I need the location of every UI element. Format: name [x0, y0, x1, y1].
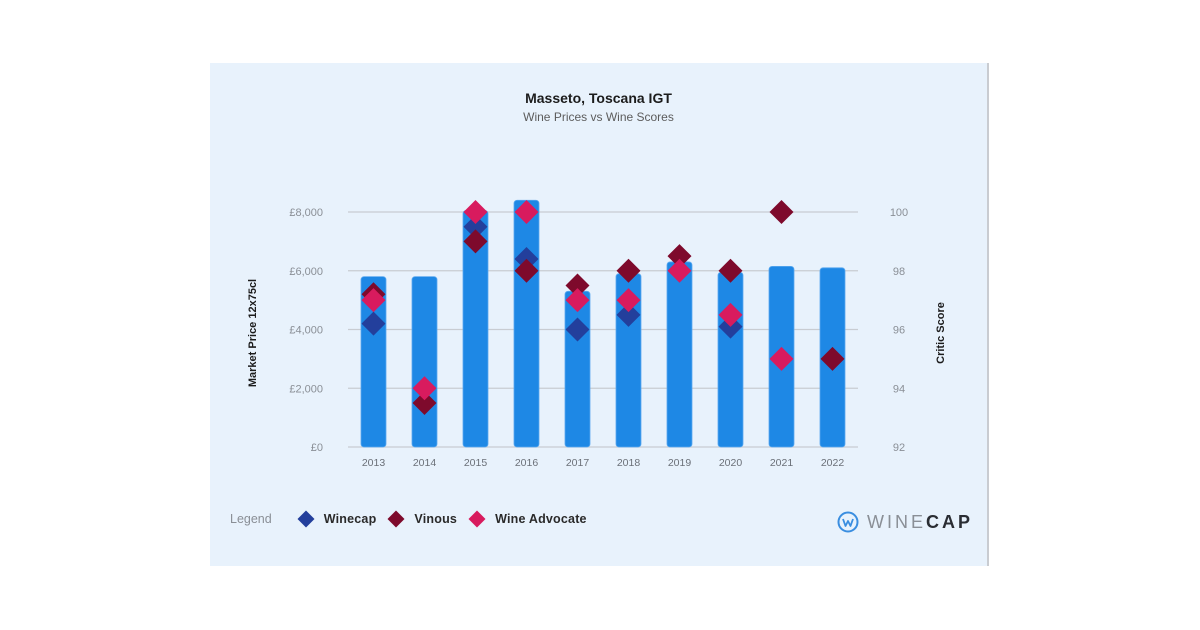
diamond-marker — [463, 214, 488, 239]
diamond-marker — [769, 200, 794, 224]
diamond-marker — [769, 346, 794, 371]
y2-tick-label: 96 — [893, 325, 905, 337]
right-axis-label: Critic Score — [935, 302, 947, 364]
legend: Legend Winecap Vinous Wine Advocate — [230, 509, 597, 529]
y-tick-label: £6,000 — [289, 266, 323, 278]
x-tick-label: 2020 — [719, 457, 743, 469]
x-tick-label: 2021 — [770, 457, 794, 469]
diamond-marker — [718, 302, 743, 327]
diamond-icon — [387, 510, 405, 528]
diamond-marker — [514, 258, 539, 283]
diamond-marker — [667, 244, 692, 269]
diamond-marker — [565, 273, 590, 298]
chart-subtitle: Wine Prices vs Wine Scores — [523, 110, 674, 124]
x-tick-label: 2017 — [566, 457, 590, 469]
x-tick-label: 2019 — [668, 457, 692, 469]
legend-item-vinous: Vinous — [386, 510, 458, 528]
diamond-marker — [820, 346, 845, 371]
price-bar — [666, 261, 693, 448]
diamond-marker — [616, 302, 641, 327]
score-markers — [361, 200, 845, 415]
y-tick-label: £2,000 — [289, 383, 323, 395]
y2-tick-label: 100 — [890, 207, 908, 219]
price-bar — [564, 290, 591, 448]
x-axis-ticks: 2013 2014 2015 2016 2017 2018 2019 2020 2021 2022 — [362, 457, 845, 469]
x-tick-label: 2015 — [464, 457, 488, 469]
diamond-marker — [616, 258, 641, 283]
x-tick-label: 2022 — [821, 457, 845, 469]
diamond-icon — [468, 510, 486, 528]
y-tick-label: £8,000 — [289, 207, 323, 219]
legend-label: Vinous — [414, 512, 458, 526]
legend-item-winecap: Winecap — [296, 510, 377, 528]
legend-item-wine-advocate: Wine Advocate — [467, 510, 587, 528]
legend-label: Wine Advocate — [495, 512, 587, 526]
diamond-marker — [463, 229, 488, 254]
x-tick-label: 2013 — [362, 457, 386, 469]
price-bar — [717, 271, 744, 448]
x-tick-label: 2018 — [617, 457, 641, 469]
chart-title: Masseto, Toscana IGT — [525, 90, 672, 106]
y2-tick-label: 92 — [893, 442, 905, 454]
x-tick-label: 2014 — [413, 457, 437, 469]
price-bar — [411, 276, 438, 448]
diamond-marker — [514, 200, 539, 224]
legend-title: Legend — [230, 512, 272, 526]
right-axis-ticks: 92 94 96 98 100 — [890, 207, 908, 454]
winecap-logo: WINECAP — [837, 511, 973, 533]
left-axis-label: Market Price 12x75cl — [247, 278, 259, 388]
y-tick-label: £0 — [311, 442, 323, 454]
chart-panel: Masseto, Toscana IGT Wine Prices vs Wine… — [210, 63, 989, 566]
price-bars — [360, 199, 846, 448]
y2-tick-label: 94 — [893, 383, 905, 395]
logo-text: WINECAP — [867, 511, 974, 532]
legend-label: Winecap — [323, 512, 377, 526]
x-tick-label: 2016 — [515, 457, 539, 469]
diamond-marker — [718, 258, 743, 283]
y2-tick-label: 98 — [893, 266, 905, 278]
diamond-marker — [361, 288, 386, 313]
diamond-marker — [667, 258, 692, 283]
diamond-marker — [565, 317, 590, 342]
diamond-icon — [297, 510, 315, 528]
diamond-marker — [463, 200, 488, 224]
diamond-marker — [412, 376, 437, 401]
diamond-marker — [616, 288, 641, 313]
diamond-marker — [412, 390, 437, 415]
diamond-marker — [361, 311, 386, 336]
diamond-marker — [565, 288, 590, 313]
y-tick-label: £4,000 — [289, 325, 323, 337]
left-axis-ticks: £0 £2,000 £4,000 £6,000 £8,000 — [289, 207, 323, 454]
plot-area: £0 £2,000 £4,000 £6,000 £8,000 92 94 96 98 100 2… — [289, 199, 908, 469]
winecap-logo-icon — [837, 511, 859, 533]
price-bar — [513, 199, 540, 448]
